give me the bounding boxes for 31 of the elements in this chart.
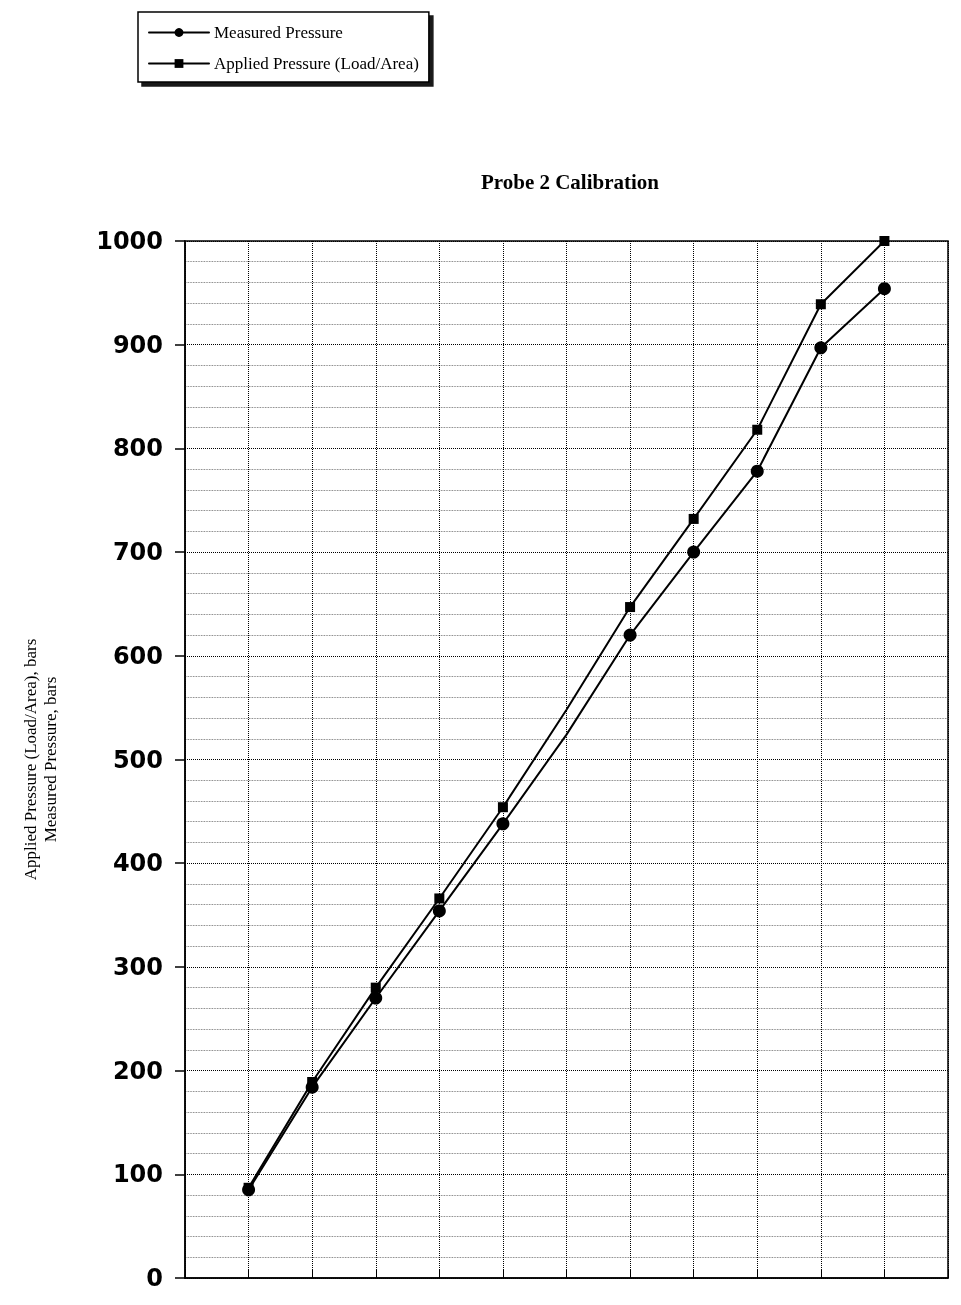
point: [370, 982, 381, 993]
point: [687, 545, 701, 559]
y-tick-label: 1000: [96, 227, 163, 255]
y-tick-label: 500: [112, 745, 163, 774]
y-tick-label: 400: [112, 849, 163, 878]
point: [877, 282, 891, 296]
y-tick-label: 800: [112, 434, 163, 463]
y-axis-title: Applied Pressure (Load/Area), bars Measured Pressure, bars: [20, 638, 60, 881]
y-tick-label: 700: [112, 538, 163, 567]
y-tick-label: 300: [112, 952, 163, 981]
legend-label: Applied Pressure (Load/Area): [214, 54, 419, 73]
point: [688, 513, 699, 524]
point: [623, 628, 637, 642]
legend-label: Measured Pressure: [214, 23, 343, 42]
point: [815, 299, 826, 310]
point: [369, 991, 383, 1005]
point: [750, 464, 764, 478]
y-tick-label: 600: [112, 641, 163, 670]
point: [432, 904, 446, 918]
point: [496, 817, 510, 831]
y-tick-label: 900: [112, 330, 163, 359]
chart-title: Probe 2 Calibration: [480, 169, 660, 194]
point: [752, 424, 763, 435]
point: [497, 802, 508, 813]
y-tick-label: 100: [112, 1160, 163, 1189]
point: [434, 893, 445, 904]
point: [814, 341, 828, 355]
point: [879, 236, 890, 246]
y-tick-label: 200: [112, 1056, 163, 1085]
point: [625, 602, 636, 613]
y-tick-label: 0: [146, 1264, 163, 1292]
